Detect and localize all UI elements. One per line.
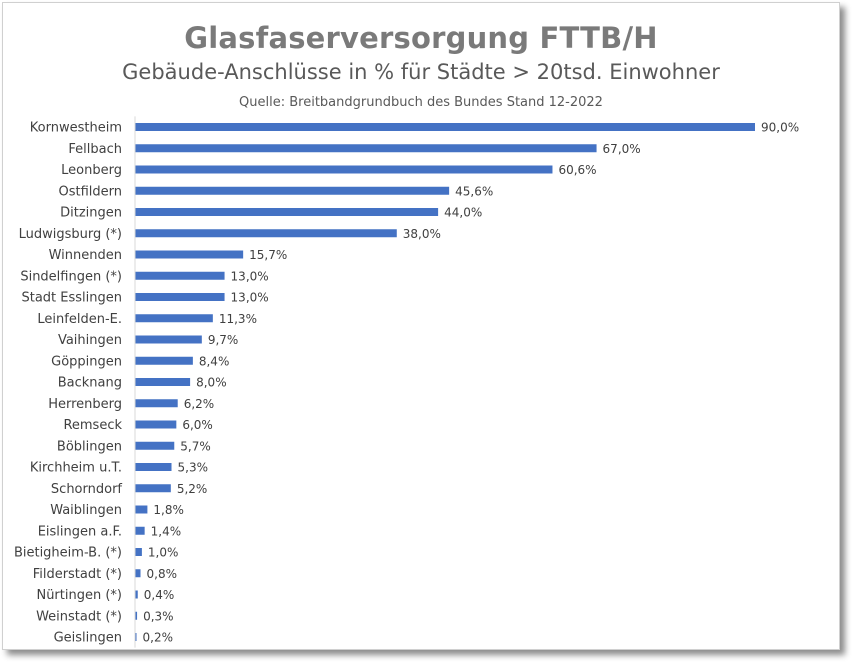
bar: [135, 293, 225, 301]
value-label: 8,4%: [199, 354, 230, 368]
bar: [135, 569, 141, 578]
bar: [135, 463, 172, 471]
category-label: Stadt Esslingen: [21, 291, 122, 306]
value-label: 0,3%: [143, 609, 174, 623]
value-label: 5,3%: [178, 461, 209, 475]
bar: [135, 611, 138, 620]
category-label: Weinstadt (*): [36, 609, 122, 624]
value-label: 9,7%: [208, 333, 239, 347]
chart-source: Quelle: Breitbandgrundbuch des Bundes St…: [239, 95, 603, 110]
category-label: Winnenden: [49, 248, 122, 263]
category-label: Schorndorf: [51, 482, 122, 497]
category-label: Backnang: [58, 376, 122, 391]
value-label: 44,0%: [444, 206, 482, 220]
category-label: Eislingen a.F.: [38, 524, 122, 539]
bar: [135, 250, 244, 259]
bar: [135, 378, 191, 386]
value-label: 1,8%: [153, 503, 184, 517]
category-label: Waiblingen: [50, 503, 122, 518]
category-label: Nürtingen (*): [36, 588, 122, 603]
category-label: Sindelfingen (*): [20, 269, 122, 284]
value-label: 11,3%: [219, 312, 257, 326]
value-label: 67,0%: [603, 142, 641, 156]
value-label: 0,8%: [147, 567, 178, 581]
category-label: Herrenberg: [48, 397, 122, 412]
chart-title: Glasfaserversorgung FTTB/H: [184, 21, 658, 55]
bar: [135, 229, 397, 238]
category-label: Kirchheim u.T.: [30, 461, 122, 476]
category-label: Ludwigsburg (*): [19, 227, 122, 242]
category-label: Kornwestheim: [30, 121, 122, 136]
value-label: 15,7%: [249, 248, 287, 262]
value-label: 5,7%: [180, 439, 211, 453]
value-label: 13,0%: [231, 291, 269, 305]
bar: [135, 144, 597, 153]
bar: [135, 526, 145, 535]
value-label: 13,0%: [231, 269, 269, 283]
bar: [135, 590, 138, 599]
bar: [135, 271, 225, 280]
bar-chart-plot: Kornwestheim 90,0% Fellbach 67,0% Leonberg 60…: [14, 116, 799, 648]
category-label: Böblingen: [57, 439, 122, 454]
value-label: 1,0%: [148, 546, 179, 560]
value-label: 8,0%: [196, 376, 227, 390]
bar: [135, 633, 137, 641]
bar: [135, 484, 171, 493]
bar: [135, 548, 142, 556]
value-label: 90,0%: [761, 121, 799, 135]
bar: [135, 441, 175, 450]
bar: [135, 420, 177, 429]
value-label: 38,0%: [403, 227, 441, 241]
category-label: Leinfelden-E.: [37, 312, 122, 327]
bar: [135, 356, 193, 365]
category-label: Filderstadt (*): [33, 567, 122, 582]
value-label: 1,4%: [151, 524, 182, 538]
bar: [135, 335, 202, 344]
value-label: 6,2%: [184, 397, 215, 411]
category-label: Leonberg: [61, 163, 122, 178]
bar: [135, 399, 178, 408]
value-label: 0,4%: [144, 588, 175, 602]
category-label: Geislingen: [54, 631, 122, 646]
value-label: 45,6%: [455, 184, 493, 198]
category-label: Bietigheim-B. (*): [14, 546, 122, 561]
bar: [135, 505, 148, 514]
category-label: Ostfildern: [58, 184, 122, 199]
category-label: Ditzingen: [60, 206, 122, 221]
value-label: 5,2%: [177, 482, 208, 496]
value-label: 60,6%: [558, 163, 596, 177]
bar: [135, 123, 755, 131]
chart-frame: Glasfaserversorgung FTTB/H Gebäude-Ansch…: [2, 2, 840, 650]
bar: [135, 165, 553, 174]
chart-subtitle: Gebäude-Anschlüsse in % für Städte > 20t…: [122, 60, 720, 84]
category-label: Vaihingen: [58, 333, 122, 348]
category-label: Göppingen: [51, 354, 122, 369]
bar: [135, 314, 213, 323]
bar: [135, 208, 439, 216]
category-label: Remseck: [63, 418, 122, 433]
category-label: Fellbach: [68, 142, 122, 157]
value-label: 0,2%: [143, 631, 174, 645]
bar: [135, 186, 450, 195]
value-label: 6,0%: [182, 418, 213, 432]
